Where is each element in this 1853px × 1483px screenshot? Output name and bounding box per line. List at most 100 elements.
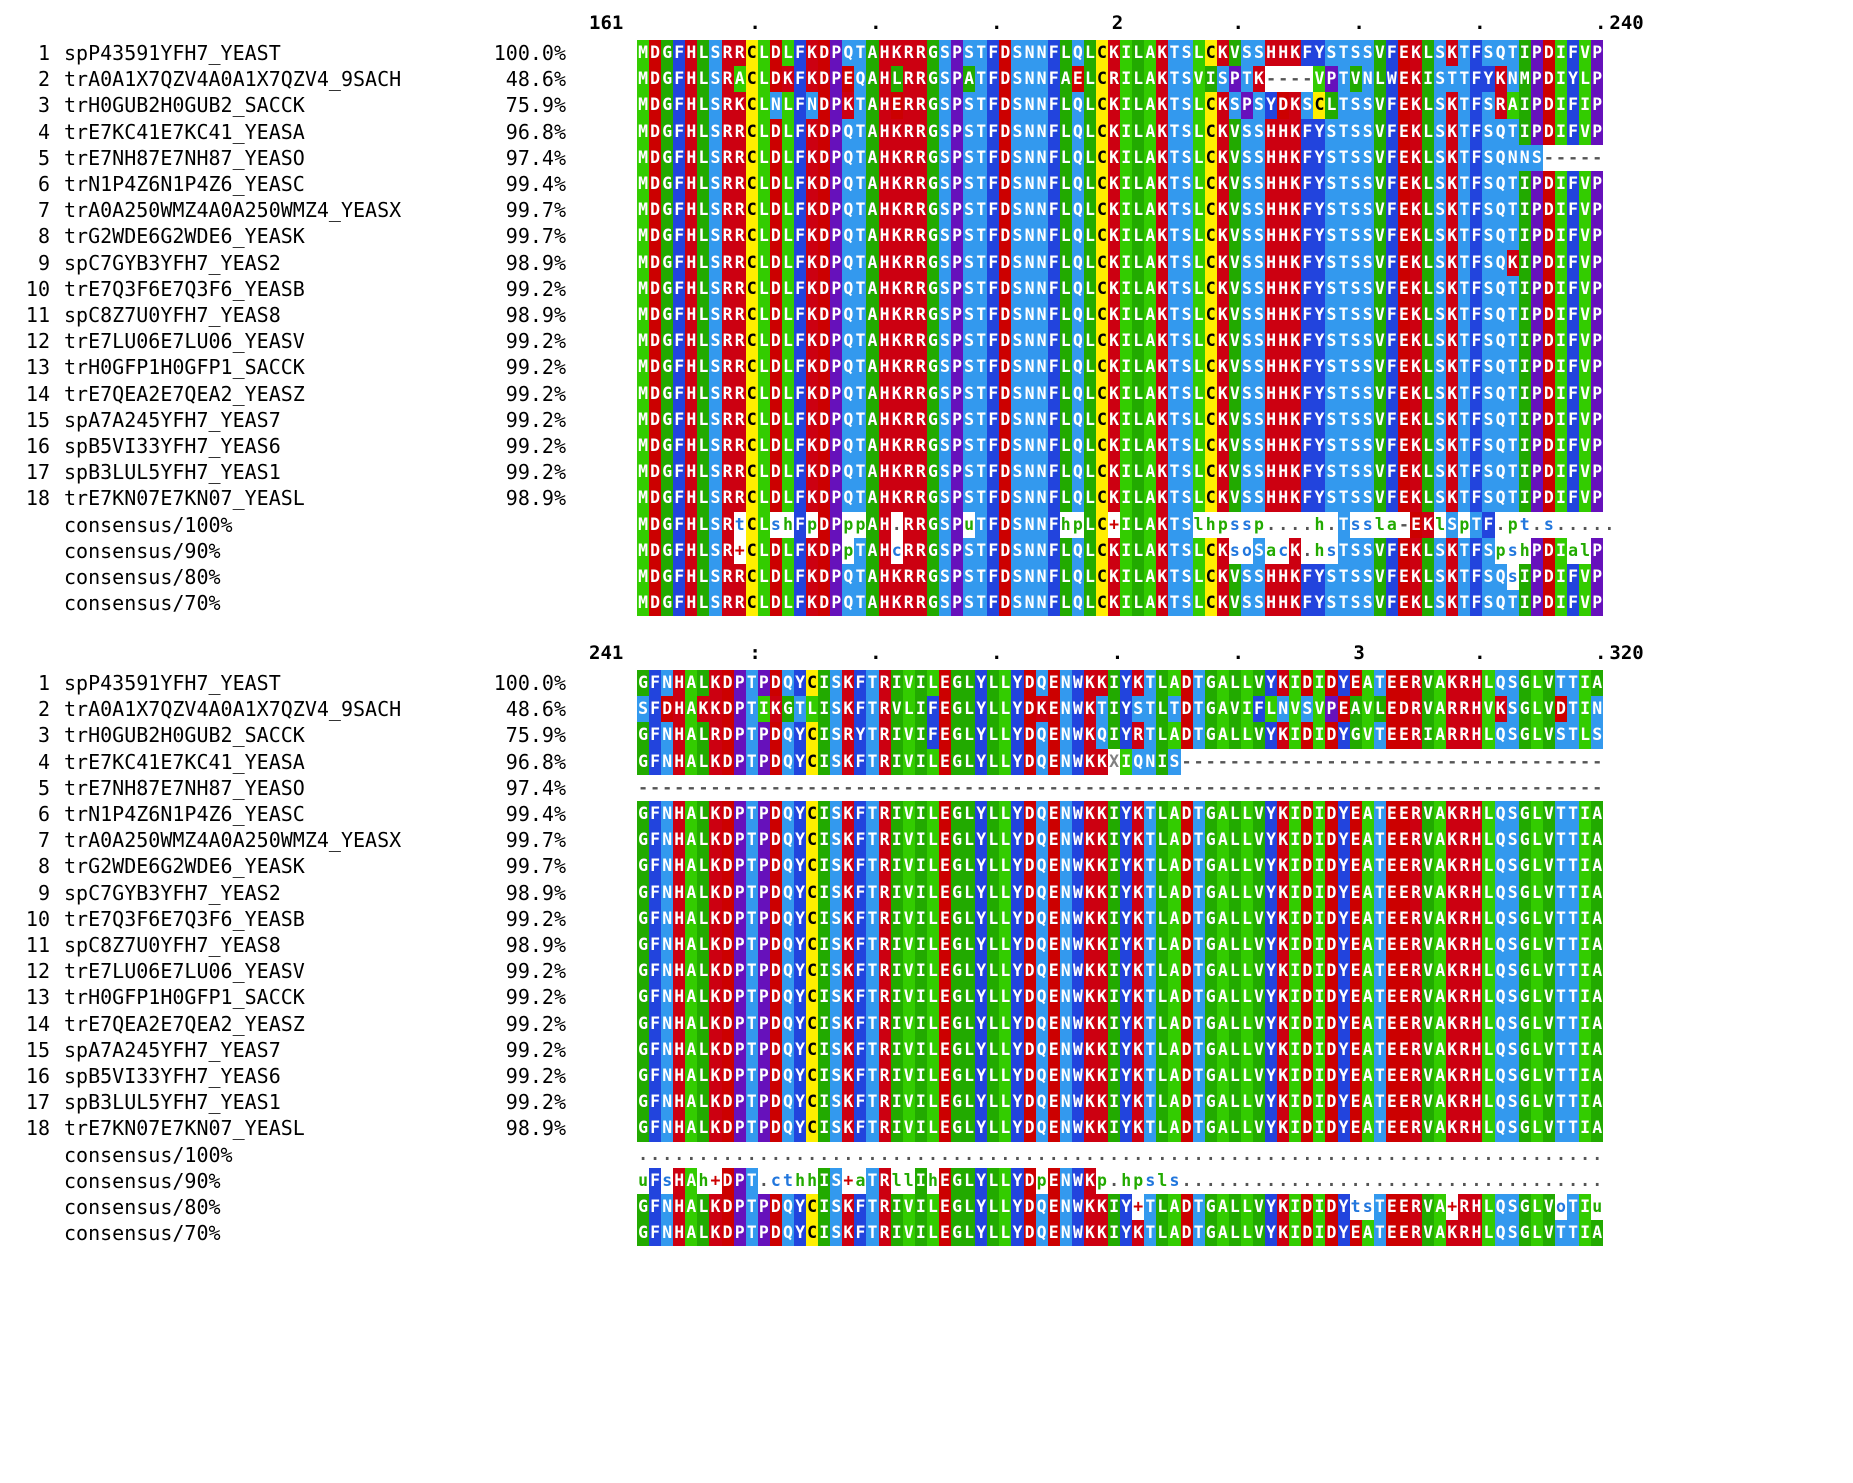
residue: H — [1470, 696, 1483, 723]
residue: Q — [1071, 275, 1084, 302]
residue: S — [1011, 406, 1024, 433]
residue: Q — [842, 380, 855, 407]
residue: R — [902, 249, 915, 276]
residue: V — [1542, 932, 1555, 959]
residue: Y — [1337, 1194, 1350, 1221]
residue: Q — [781, 905, 795, 932]
residue: E — [938, 1063, 952, 1090]
residue: . — [1289, 511, 1302, 538]
row-number: 8 — [37, 224, 50, 249]
residue: Y — [1011, 1167, 1024, 1194]
residue: L — [1530, 670, 1543, 697]
residue: I — [1108, 958, 1121, 985]
residue: G — [1204, 1036, 1217, 1063]
residue: T — [1458, 223, 1471, 250]
residue: Y — [1313, 275, 1326, 302]
residue: G — [637, 853, 650, 880]
residue: . — [1301, 511, 1314, 538]
residue: I — [818, 932, 831, 959]
residue: s — [1228, 511, 1241, 538]
residue: A — [1216, 1194, 1229, 1221]
residue: D — [999, 171, 1012, 198]
residue: Q — [1494, 380, 1507, 407]
residue: K — [1095, 1063, 1109, 1090]
residue: S — [1506, 853, 1519, 880]
residue: F — [794, 144, 807, 171]
residue: . — [637, 1141, 650, 1168]
residue: S — [709, 380, 722, 407]
residue: K — [1289, 564, 1302, 591]
residue: F — [854, 984, 867, 1011]
residue: Q — [1494, 879, 1507, 906]
residue: G — [1204, 1063, 1217, 1090]
residue: K — [842, 879, 855, 906]
residue: Y — [794, 932, 807, 959]
residue: S — [709, 485, 722, 512]
residue: D — [1325, 1194, 1338, 1221]
residue: S — [963, 118, 976, 145]
residue: T — [1337, 590, 1350, 617]
residue: F — [794, 223, 807, 250]
residue: F — [1567, 249, 1580, 276]
residue: T — [1458, 118, 1471, 145]
residue: T — [1554, 932, 1568, 959]
residue: S — [830, 958, 843, 985]
residue: D — [1325, 827, 1338, 854]
residue: K — [1494, 696, 1507, 723]
residue: M — [637, 354, 650, 381]
residue: A — [1168, 670, 1181, 697]
residue: R — [721, 433, 734, 460]
residue: C — [1095, 40, 1109, 67]
residue: I — [1108, 932, 1121, 959]
residue: G — [637, 984, 650, 1011]
residue: A — [1591, 1115, 1604, 1142]
residue: E — [1349, 1115, 1362, 1142]
sequence-name: trN1P4Z6N1P4Z6_YEASC — [64, 802, 305, 826]
residue: E — [938, 670, 952, 697]
residue: T — [854, 537, 867, 564]
row-number: 10 — [25, 276, 50, 301]
residue: V — [902, 1010, 915, 1037]
residue: V — [1422, 958, 1435, 985]
residue: P — [1240, 92, 1253, 119]
residue: A — [1361, 958, 1374, 985]
residue: C — [806, 853, 819, 880]
residue: A — [1168, 905, 1181, 932]
residue: s — [1506, 537, 1519, 564]
residue: . — [1071, 1141, 1084, 1168]
residue: V — [1579, 459, 1592, 486]
residue: I — [818, 1036, 831, 1063]
residue: L — [1132, 433, 1145, 460]
residue: L — [1156, 696, 1169, 723]
residue: Y — [1011, 827, 1024, 854]
residue: I — [914, 1167, 927, 1194]
residue: K — [709, 905, 722, 932]
residue: V — [902, 879, 915, 906]
residue: Y — [1265, 1010, 1278, 1037]
residue: G — [926, 40, 939, 67]
residue: I — [890, 984, 903, 1011]
residue: H — [685, 485, 698, 512]
residue: L — [1156, 932, 1169, 959]
residue: Y — [794, 853, 807, 880]
residue: V — [1422, 801, 1435, 828]
residue: S — [1361, 354, 1374, 381]
residue: K — [1277, 1220, 1290, 1247]
residue: F — [987, 590, 1000, 617]
residue: K — [1410, 197, 1423, 224]
residue: - — [1579, 144, 1592, 171]
residue: I — [1313, 1089, 1326, 1116]
residue: E — [1397, 66, 1410, 93]
residue: T — [1506, 171, 1519, 198]
residue: N — [661, 958, 674, 985]
residue: M — [637, 223, 650, 250]
residue: T — [1168, 118, 1181, 145]
residue: D — [649, 511, 662, 538]
residue: E — [1397, 958, 1410, 985]
residue: K — [1410, 590, 1423, 617]
residue: Y — [1337, 879, 1350, 906]
residue: F — [1301, 459, 1314, 486]
residue: l — [1373, 511, 1386, 538]
residue: F — [987, 537, 1000, 564]
residue: S — [1506, 696, 1519, 723]
